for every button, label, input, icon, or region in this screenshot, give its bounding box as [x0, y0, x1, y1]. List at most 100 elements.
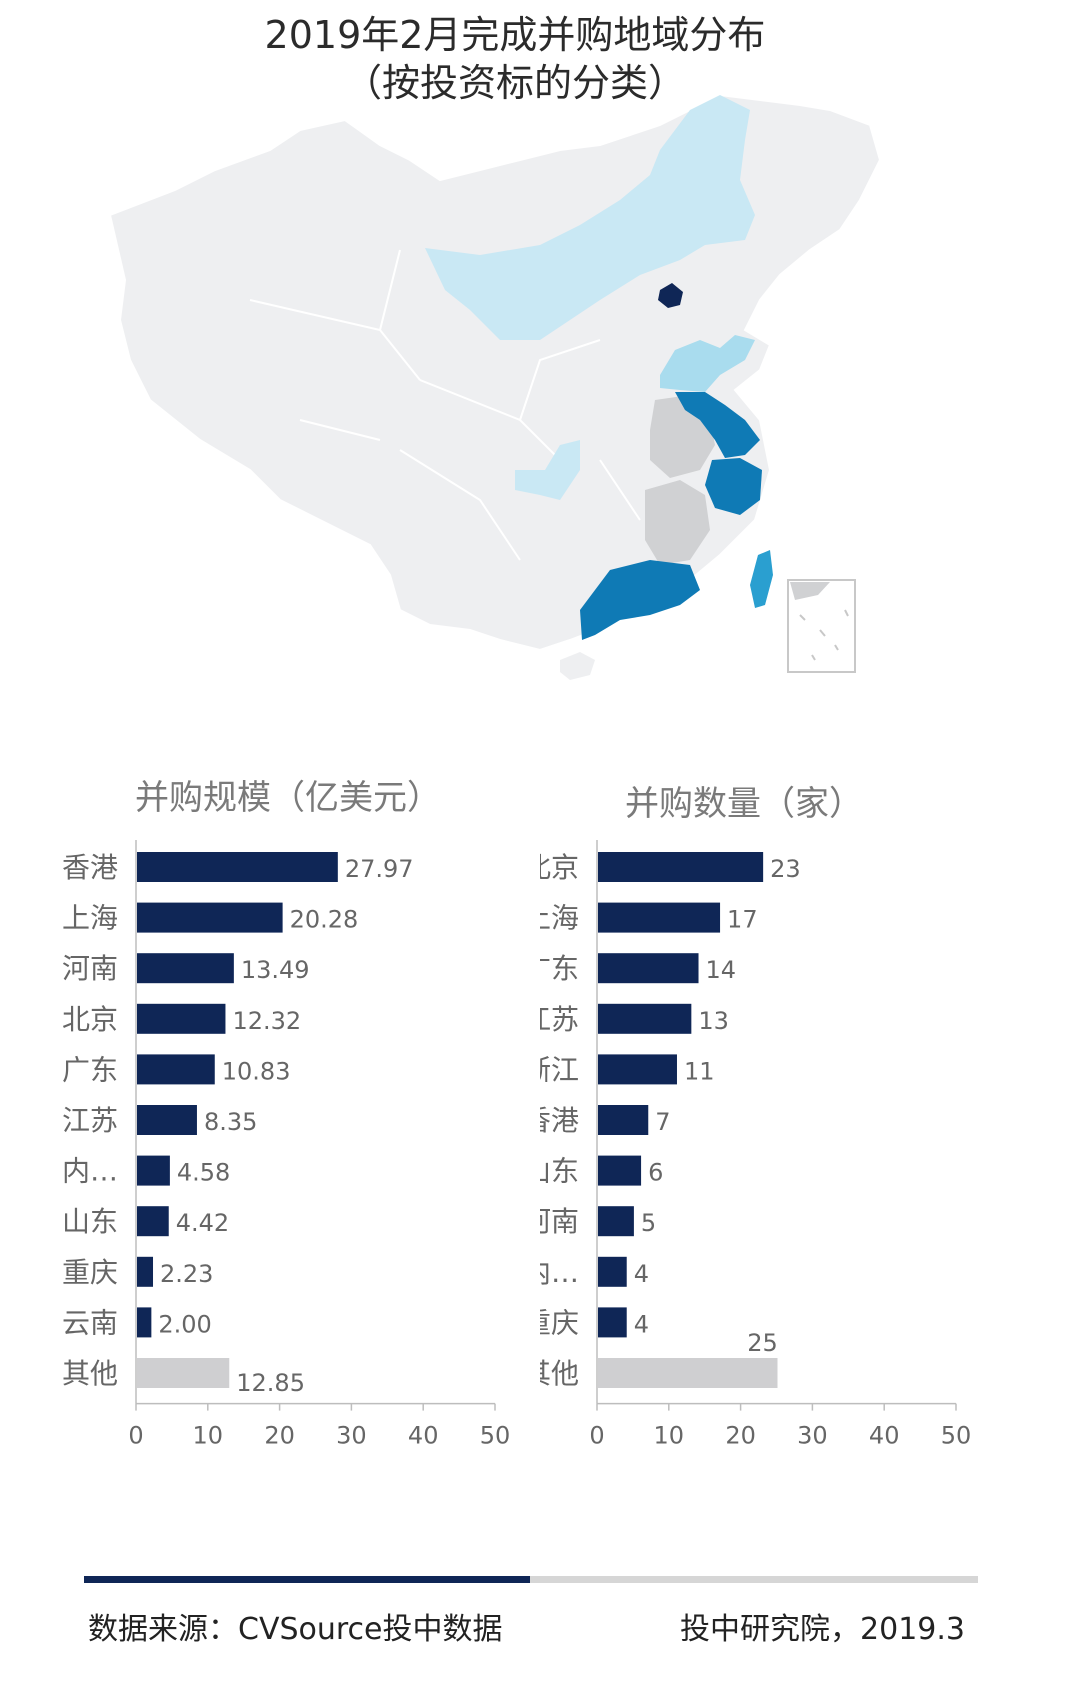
chart-count-svg: 0 10 20 30 40 50 北京 23 上海 17 广东 14 江苏 13 浙江 11 香港 7 山东 6 河南 5… — [523, 840, 972, 1450]
chart-1-value-label: 11 — [684, 1057, 715, 1085]
chart-0-category-label: 香港 — [62, 851, 118, 884]
map-inset-islands — [799, 609, 849, 661]
chart-0-category-label: 山东 — [62, 1205, 118, 1238]
chart-0-category-label: 河南 — [62, 952, 118, 985]
map-province-lines — [249, 249, 641, 561]
chart-1-x-tick-label: 10 — [654, 1422, 685, 1450]
chart-0-x-tick-label: 10 — [193, 1422, 224, 1450]
map-beijing — [658, 283, 683, 308]
chart-1-category-label: 上海 — [540, 902, 579, 935]
map-inner-mongolia — [425, 95, 755, 340]
map-taiwan — [750, 550, 773, 608]
footer-source: 数据来源：CVSource投中数据 — [88, 1612, 503, 1647]
chart-0-x-tick-label: 30 — [336, 1422, 367, 1450]
chart-1-value-label: 6 — [648, 1159, 663, 1187]
chart-1-category-label: 北京 — [540, 851, 579, 884]
map-jiangsu — [675, 392, 760, 458]
chart-0-value-label: 2.00 — [158, 1310, 211, 1338]
chart-0-bar — [137, 1358, 230, 1388]
chart-0-x-tick-label: 40 — [408, 1422, 439, 1450]
map-chongqing — [515, 440, 580, 500]
chart-1-bar — [598, 1003, 692, 1034]
chart-1-category-label: 江苏 — [540, 1003, 579, 1036]
chart-0-bar — [137, 1105, 197, 1135]
chart-0-category-label: 内… — [62, 1155, 118, 1188]
chart-0-bar — [137, 953, 234, 984]
chart-scale: 并购规模（亿美元） 0 10 20 30 40 50 香港 27.97 上海 20.28 河南 13.… — [0, 778, 540, 1484]
chart-1-value-label: 4 — [634, 1260, 649, 1288]
chart-1-category-label: 内… — [540, 1256, 579, 1289]
chart-1-x-tick-label: 50 — [941, 1422, 972, 1450]
chart-0-bar — [137, 852, 338, 882]
footer-bar-light — [530, 1576, 978, 1583]
chart-1-value-label: 23 — [770, 855, 801, 883]
chart-1-x-tick-label: 30 — [797, 1422, 828, 1450]
chart-title-line2: （按投资标的分类） — [343, 61, 686, 105]
chart-1-bar — [598, 852, 764, 882]
chart-1-category-label: 重庆 — [540, 1306, 579, 1339]
chart-0-category-label: 重庆 — [62, 1256, 118, 1289]
footer-bar-dark — [84, 1576, 530, 1583]
chart-1-bar — [598, 1155, 642, 1186]
chart-1-bar — [598, 902, 721, 933]
chart-0-value-label: 20.28 — [290, 906, 359, 934]
chart-0-value-label: 12.32 — [232, 1007, 301, 1035]
map-hainan — [560, 652, 595, 680]
chart-1-value-label: 25 — [747, 1329, 778, 1357]
chart-0-category-label: 广东 — [62, 1053, 118, 1086]
chart-1-category-label: 广东 — [540, 952, 579, 985]
chart-1-value-label: 14 — [706, 956, 737, 984]
chart-0-value-label: 2.23 — [160, 1260, 213, 1288]
chart-0-bar — [137, 1054, 215, 1085]
footer-credit: 投中研究院，2019.3 — [680, 1612, 965, 1647]
chart-1-x-tick-label: 20 — [725, 1422, 756, 1450]
chart-1-bar — [598, 1358, 778, 1388]
chart-1-bar — [598, 1256, 627, 1287]
chart-0-category-label: 其他 — [62, 1357, 118, 1390]
chart-1-bar — [598, 1307, 627, 1338]
chart-0-value-label: 27.97 — [345, 855, 414, 883]
chart-scale-svg: 0 10 20 30 40 50 香港 27.97 上海 20.28 河南 13.49 北京 12.32 广… — [62, 840, 510, 1450]
chart-count: 并购数量（家） 0 10 20 30 40 50 北京 23 上海 17 广东 14 江苏 13 浙江 11 香… — [523, 784, 1080, 1484]
chart-1-category-label: 山东 — [540, 1155, 579, 1188]
map-jiangxi — [645, 480, 710, 565]
chart-0-value-label: 12.85 — [236, 1369, 305, 1397]
chart-0-category-label: 云南 — [62, 1306, 118, 1339]
chart-1-bar — [598, 1054, 677, 1085]
chart-0-bar — [137, 1206, 169, 1237]
map-zhejiang — [705, 458, 762, 515]
chart-0-value-label: 13.49 — [241, 956, 310, 984]
chart-0-value-label: 10.83 — [222, 1057, 291, 1085]
chart-0-x-tick-label: 20 — [264, 1422, 295, 1450]
chart-count-title: 并购数量（家） — [625, 784, 863, 824]
chart-0-bar — [137, 1256, 154, 1287]
chart-1-category-label: 其他 — [540, 1357, 579, 1390]
chart-1-x-tick-label: 40 — [869, 1422, 900, 1450]
chart-0-bar — [137, 1307, 152, 1338]
chart-1-x-tick-label: 0 — [589, 1422, 604, 1450]
map-south-sea-inset — [787, 579, 856, 673]
chart-0-category-label: 北京 — [62, 1003, 118, 1036]
chart-0-value-label: 4.42 — [176, 1209, 229, 1237]
chart-0-bar — [137, 1003, 226, 1034]
map-inset-coast — [790, 582, 830, 600]
chart-0-value-label: 4.58 — [177, 1159, 230, 1187]
chart-1-value-label: 7 — [655, 1108, 670, 1136]
chart-0-bar — [137, 1155, 170, 1186]
chart-1-value-label: 17 — [727, 906, 758, 934]
chart-0-category-label: 上海 — [62, 902, 118, 935]
chart-1-category-label: 浙江 — [540, 1053, 579, 1086]
chart-1-value-label: 13 — [698, 1007, 729, 1035]
chart-1-category-label: 香港 — [540, 1104, 579, 1137]
map-shandong — [660, 335, 755, 392]
chart-0-x-tick-label: 0 — [128, 1422, 143, 1450]
china-map — [108, 93, 882, 680]
chart-0-bar — [137, 902, 283, 933]
chart-1-value-label: 5 — [641, 1209, 656, 1237]
chart-1-bar — [598, 1105, 649, 1135]
chart-scale-title: 并购规模（亿美元） — [135, 778, 441, 818]
chart-1-bar — [598, 953, 699, 984]
chart-1-bar — [598, 1206, 634, 1237]
chart-0-category-label: 江苏 — [62, 1104, 118, 1137]
chart-0-value-label: 8.35 — [204, 1108, 257, 1136]
